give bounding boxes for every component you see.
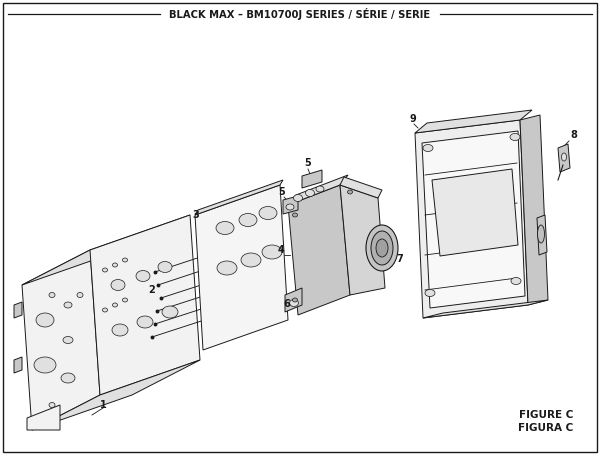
Polygon shape — [283, 196, 298, 214]
Ellipse shape — [562, 153, 566, 161]
Ellipse shape — [262, 245, 282, 259]
Ellipse shape — [316, 186, 324, 192]
Text: 1: 1 — [100, 400, 106, 410]
Ellipse shape — [376, 239, 388, 257]
Ellipse shape — [113, 263, 118, 267]
Ellipse shape — [347, 190, 353, 194]
Ellipse shape — [77, 293, 83, 298]
Polygon shape — [288, 175, 348, 205]
Ellipse shape — [217, 261, 237, 275]
Ellipse shape — [103, 308, 107, 312]
Ellipse shape — [64, 302, 72, 308]
Ellipse shape — [293, 213, 298, 217]
Polygon shape — [288, 185, 350, 315]
Ellipse shape — [122, 298, 128, 302]
Ellipse shape — [122, 258, 128, 262]
Polygon shape — [90, 215, 200, 395]
Polygon shape — [340, 185, 385, 295]
Text: BLACK MAX – BM10700J SERIES / SÉRIE / SERIE: BLACK MAX – BM10700J SERIES / SÉRIE / SE… — [169, 8, 431, 20]
Ellipse shape — [425, 289, 435, 297]
Ellipse shape — [293, 298, 298, 302]
Ellipse shape — [241, 253, 261, 267]
Text: 6: 6 — [283, 299, 290, 309]
Polygon shape — [14, 357, 22, 373]
Ellipse shape — [305, 189, 314, 197]
Polygon shape — [423, 300, 548, 318]
Ellipse shape — [423, 145, 433, 152]
Ellipse shape — [49, 403, 55, 408]
Ellipse shape — [286, 204, 294, 210]
Text: 5: 5 — [278, 187, 285, 197]
Ellipse shape — [111, 279, 125, 290]
Ellipse shape — [63, 337, 73, 344]
Text: 9: 9 — [410, 114, 417, 124]
Ellipse shape — [34, 357, 56, 373]
Polygon shape — [22, 250, 100, 430]
Text: 8: 8 — [570, 130, 577, 140]
Ellipse shape — [49, 293, 55, 298]
Polygon shape — [415, 120, 528, 318]
Ellipse shape — [538, 225, 545, 243]
Polygon shape — [537, 215, 547, 255]
Polygon shape — [195, 180, 283, 215]
Ellipse shape — [371, 231, 393, 265]
Polygon shape — [558, 144, 570, 172]
Ellipse shape — [511, 278, 521, 284]
Text: FIGURE C: FIGURE C — [518, 410, 573, 420]
Ellipse shape — [103, 268, 107, 272]
Polygon shape — [340, 177, 382, 198]
Ellipse shape — [158, 262, 172, 273]
Polygon shape — [415, 110, 532, 133]
Ellipse shape — [137, 316, 153, 328]
Ellipse shape — [112, 324, 128, 336]
Ellipse shape — [136, 271, 150, 282]
Ellipse shape — [113, 303, 118, 307]
Polygon shape — [432, 169, 518, 256]
Polygon shape — [14, 302, 22, 318]
Text: FIGURA C: FIGURA C — [518, 423, 573, 433]
Polygon shape — [520, 115, 548, 305]
Polygon shape — [285, 288, 302, 312]
Ellipse shape — [162, 306, 178, 318]
Ellipse shape — [216, 222, 234, 234]
Polygon shape — [32, 360, 200, 430]
Text: 3: 3 — [192, 210, 199, 220]
Polygon shape — [422, 131, 525, 308]
Ellipse shape — [61, 373, 75, 383]
Polygon shape — [27, 405, 60, 430]
Ellipse shape — [239, 213, 257, 227]
Ellipse shape — [36, 313, 54, 327]
Ellipse shape — [293, 194, 302, 202]
Text: 5: 5 — [304, 158, 311, 168]
Ellipse shape — [510, 133, 520, 141]
Ellipse shape — [366, 225, 398, 271]
Polygon shape — [22, 215, 190, 285]
Text: 2: 2 — [148, 285, 155, 295]
Text: 4: 4 — [278, 245, 285, 255]
Polygon shape — [302, 170, 322, 188]
Ellipse shape — [290, 299, 299, 307]
Ellipse shape — [259, 207, 277, 219]
Polygon shape — [195, 185, 288, 350]
Text: 7: 7 — [396, 254, 403, 264]
